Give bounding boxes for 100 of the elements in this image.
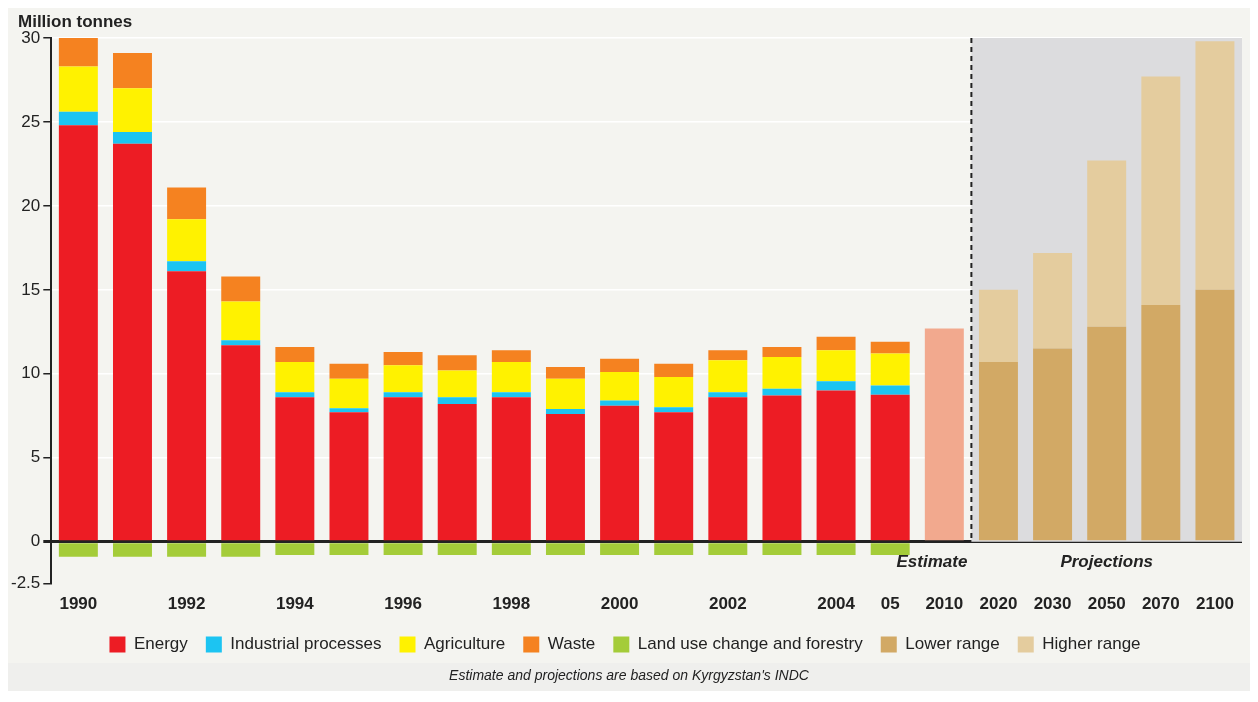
bar [545, 543, 585, 556]
bar [708, 543, 748, 556]
bar [275, 362, 315, 393]
bar [383, 351, 423, 366]
y-tick-label: 20 [21, 195, 41, 215]
annotation: Estimate [896, 552, 968, 572]
bar [491, 350, 531, 362]
y-tick-label: 5 [30, 447, 41, 467]
bar [491, 362, 531, 393]
bar [383, 392, 423, 398]
bar [870, 394, 910, 541]
bar [1033, 348, 1073, 541]
bar [600, 400, 640, 406]
bar [58, 111, 98, 126]
bar [491, 392, 531, 398]
bar [329, 378, 369, 409]
bar [58, 543, 98, 557]
bar [870, 341, 910, 354]
bar [221, 345, 261, 541]
bar [654, 543, 694, 556]
bar [167, 219, 207, 262]
bar [383, 543, 423, 556]
bar [437, 403, 477, 541]
bar [221, 276, 261, 302]
bar [816, 381, 856, 391]
legend-label: Higher range [1042, 634, 1141, 654]
bar [1141, 304, 1181, 541]
bar [437, 355, 477, 371]
bar [1087, 160, 1127, 327]
bar [275, 392, 315, 398]
bar [545, 367, 585, 379]
bar [383, 397, 423, 541]
x-tick-label: 2050 [1087, 594, 1126, 614]
bar [816, 336, 856, 351]
bar [329, 408, 369, 413]
bar [383, 365, 423, 393]
bar [816, 543, 856, 556]
text: Estimate and projections are based on Kyrgyzstan's INDC [448, 666, 810, 685]
bar [58, 66, 98, 112]
bar [978, 362, 1018, 541]
bar [491, 397, 531, 541]
legend-label: Waste [547, 634, 596, 654]
x-tick-label: 1994 [275, 594, 315, 614]
bar [112, 53, 152, 89]
bar [167, 261, 207, 272]
x-tick-label: 2010 [925, 594, 964, 614]
x-tick-label: 2000 [600, 594, 639, 614]
bar [545, 409, 585, 415]
bar [870, 543, 910, 556]
bar [167, 271, 207, 541]
x-tick-label: 1992 [167, 594, 206, 614]
bar [762, 346, 802, 357]
bar [112, 88, 152, 133]
bar [600, 358, 640, 373]
x-tick-label: 2070 [1141, 594, 1180, 614]
bar [275, 346, 315, 362]
bar [167, 543, 207, 557]
bar [762, 395, 802, 541]
bar [167, 187, 207, 220]
bar [1087, 326, 1127, 541]
bar [762, 356, 802, 389]
x-tick-label: 1998 [492, 594, 531, 614]
bar [437, 370, 477, 398]
bar [1033, 252, 1073, 349]
bar [58, 125, 98, 541]
y-tick-label: 10 [21, 363, 41, 383]
bar [112, 143, 152, 541]
bar [58, 38, 98, 67]
x-tick-label: 1996 [384, 594, 423, 614]
bar [545, 378, 585, 410]
bar [221, 543, 261, 557]
y-tick-label: 15 [21, 279, 41, 299]
bar [221, 340, 261, 346]
bar [708, 397, 748, 541]
bar [870, 385, 910, 395]
bar [600, 372, 640, 401]
bar [329, 543, 369, 556]
y-tick-label: 0 [30, 531, 41, 551]
bar [600, 405, 640, 541]
bar [816, 390, 856, 541]
bar [654, 363, 694, 378]
x-tick-label: 1990 [59, 594, 98, 614]
legend-label: Lower range [905, 634, 1000, 654]
legend-label: Industrial processes [230, 634, 382, 654]
bar [924, 328, 964, 541]
bar [545, 414, 585, 541]
bar [1195, 41, 1235, 290]
bar [708, 350, 748, 361]
bar [1141, 76, 1181, 305]
bar [437, 543, 477, 556]
bar [221, 301, 261, 341]
bar [978, 289, 1018, 362]
bar [275, 397, 315, 541]
bar [600, 543, 640, 556]
y-tick-label: 25 [21, 111, 41, 131]
bar [275, 543, 315, 556]
bar [816, 350, 856, 382]
x-tick-label: 2100 [1196, 594, 1234, 614]
bar [870, 353, 910, 386]
bar [437, 397, 477, 404]
